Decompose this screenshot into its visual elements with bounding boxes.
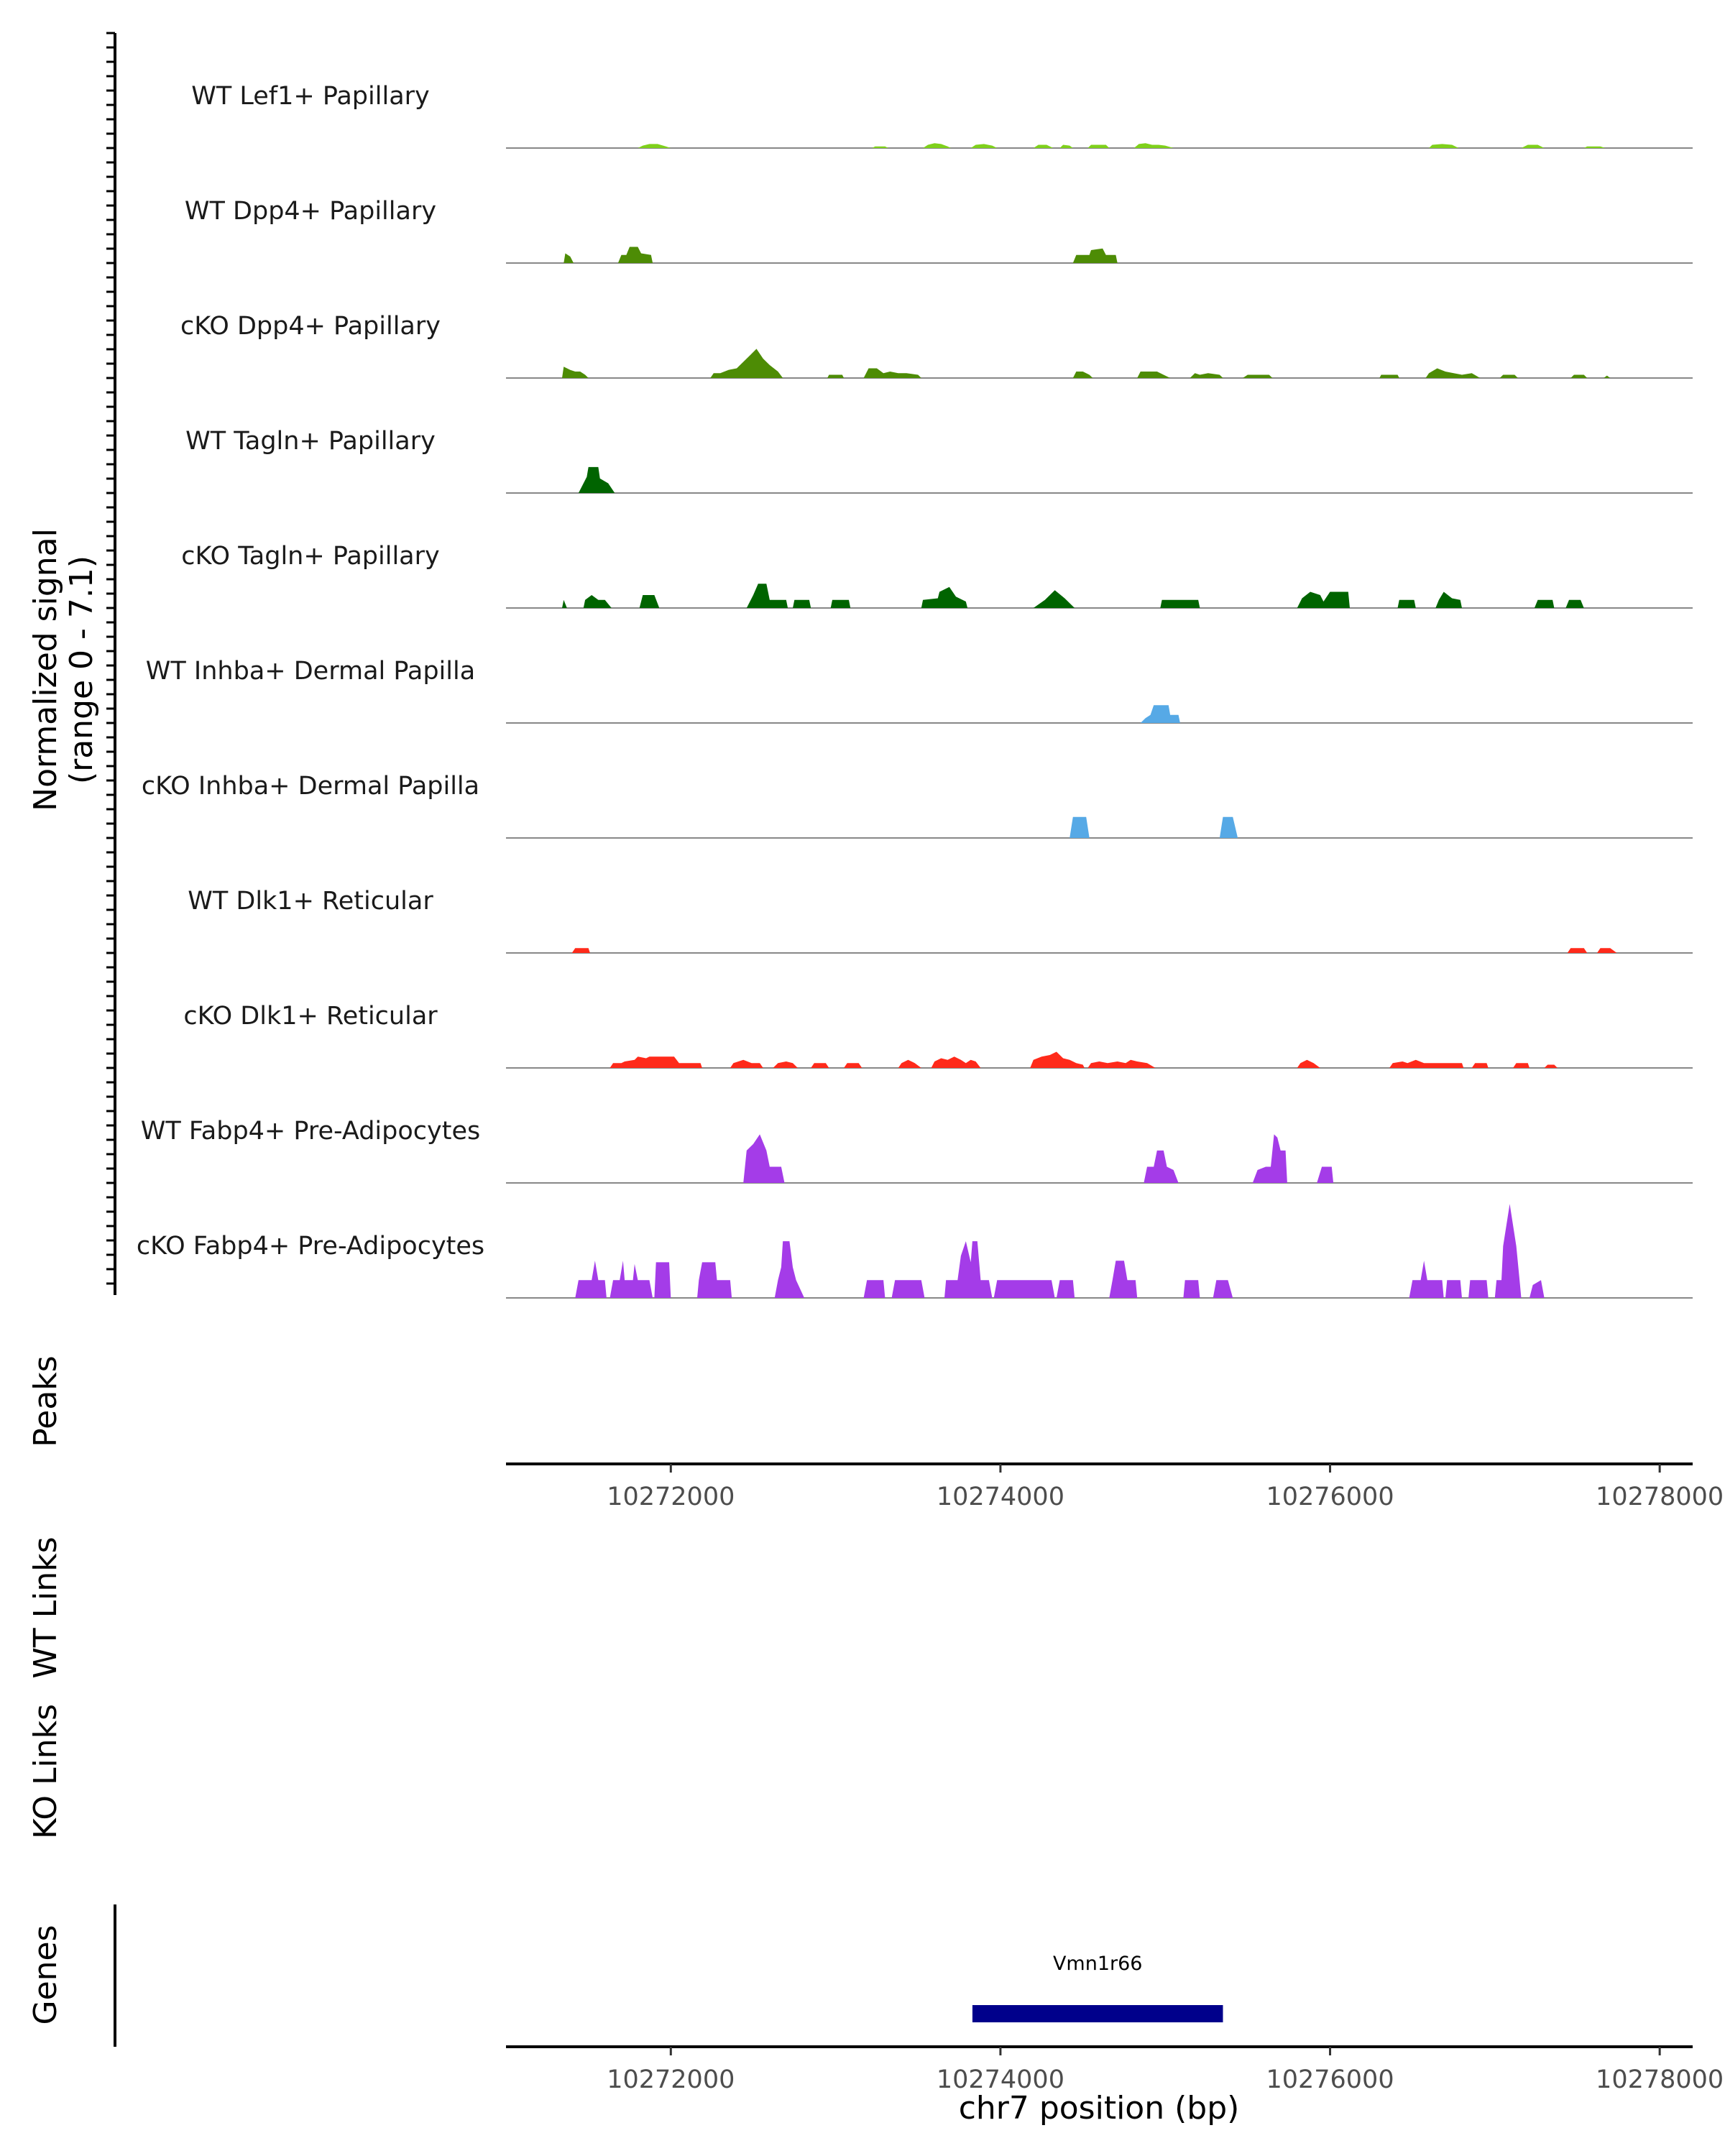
track-signal-area [562,349,1611,378]
x-axis-tick-label: 10274000 [937,1483,1064,1511]
gene-body [972,2005,1223,2022]
track-label: WT Dlk1+ Reticular [188,887,433,916]
x-axis-tick-label: 10276000 [1266,1483,1394,1511]
track-2: WT Dpp4+ Papillary [185,197,1693,264]
track-5: cKO Tagln+ Papillary [181,542,1693,609]
gene-annotations: Vmn1r66 [972,1953,1223,2022]
wt-links-label: WT Links [27,1537,64,1678]
track-label: WT Tagln+ Papillary [185,427,436,456]
track-11: cKO Fabp4+ Pre-Adipocytes [137,1204,1693,1299]
track-6: WT Inhba+ Dermal Papilla [146,657,1693,724]
gene-label: Vmn1r66 [1053,1953,1143,1975]
track-label: cKO Tagln+ Papillary [181,542,440,571]
x-axis-tick-label: 10272000 [607,1483,735,1511]
signal-axis-ticks [106,32,115,1285]
track-label: cKO Fabp4+ Pre-Adipocytes [137,1232,484,1261]
track-signal-area [638,143,1606,148]
track-label: cKO Dlk1+ Reticular [183,1002,438,1031]
track-signal-area [1070,816,1238,838]
track-7: cKO Inhba+ Dermal Papilla [142,772,1693,839]
track-signal-area [575,1204,1545,1298]
track-label: WT Lef1+ Papillary [191,82,430,111]
track-label: cKO Dpp4+ Papillary [180,312,441,341]
genes-label: Genes [27,1925,64,2024]
x-axis-title: chr7 position (bp) [959,2090,1240,2127]
track-signal-area [562,584,1584,608]
track-label: WT Fabp4+ Pre-Adipocytes [141,1117,480,1146]
x-axis-tick-label: 10276000 [1266,2065,1394,2094]
track-label: cKO Inhba+ Dermal Papilla [142,772,479,801]
track-signal-area [564,247,1118,263]
track-3: cKO Dpp4+ Papillary [180,312,1693,379]
x-axis-tick-label: 10278000 [1596,1483,1724,1511]
peaks-label: Peaks [27,1355,64,1447]
signal-axis-range: (range 0 - 7.1) [63,556,100,784]
track-label: WT Dpp4+ Papillary [185,197,436,226]
x-axis-tick-label: 10274000 [937,2065,1064,2094]
signal-axis [106,32,116,1295]
x-axis-tick-label: 10278000 [1596,2065,1724,2094]
ko-links-label: KO Links [27,1704,64,1839]
track-label: WT Inhba+ Dermal Papilla [146,657,475,686]
track-10: WT Fabp4+ Pre-Adipocytes [141,1117,1693,1184]
track-1: WT Lef1+ Papillary [191,82,1693,149]
track-signal-area [571,948,1617,953]
track-8: WT Dlk1+ Reticular [188,887,1693,954]
x-axis-tick-label: 10272000 [607,2065,735,2094]
genes-x-axis: 10272000 10274000 10276000 10278000 [607,2047,1724,2094]
track-signal-area [1140,705,1180,723]
track-signal-area [610,1051,1558,1068]
signal-axis-title: Normalized signal [27,528,64,811]
signal-tracks: WT Lef1+ Papillary WT Dpp4+ Papillary cKO … [137,82,1693,1299]
peaks-x-axis: 10272000 10274000 10276000 10278000 [607,1464,1724,1511]
track-signal-area [578,466,615,493]
track-9: cKO Dlk1+ Reticular [183,1002,1693,1069]
track-signal-area [743,1134,1334,1183]
track-4: WT Tagln+ Papillary [185,427,1693,494]
